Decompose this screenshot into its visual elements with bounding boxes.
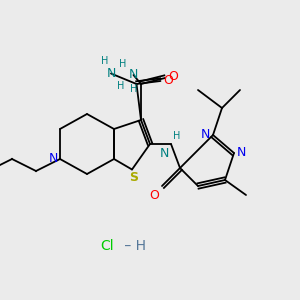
- Text: N: N: [106, 67, 116, 80]
- Text: N: N: [49, 152, 58, 166]
- Text: H: H: [117, 81, 124, 91]
- Text: N: N: [129, 68, 138, 82]
- Text: H: H: [172, 131, 180, 141]
- Text: H: H: [119, 59, 127, 69]
- Text: N: N: [237, 146, 246, 160]
- Text: O: O: [149, 189, 159, 202]
- Text: S: S: [129, 171, 138, 184]
- Text: – H: – H: [120, 239, 146, 253]
- Text: O: O: [168, 70, 178, 83]
- Text: Cl: Cl: [100, 239, 114, 253]
- Text: H: H: [100, 56, 108, 66]
- Text: N: N: [160, 147, 170, 160]
- Text: N: N: [201, 128, 210, 142]
- Text: H: H: [130, 84, 137, 94]
- Text: O: O: [164, 74, 173, 88]
